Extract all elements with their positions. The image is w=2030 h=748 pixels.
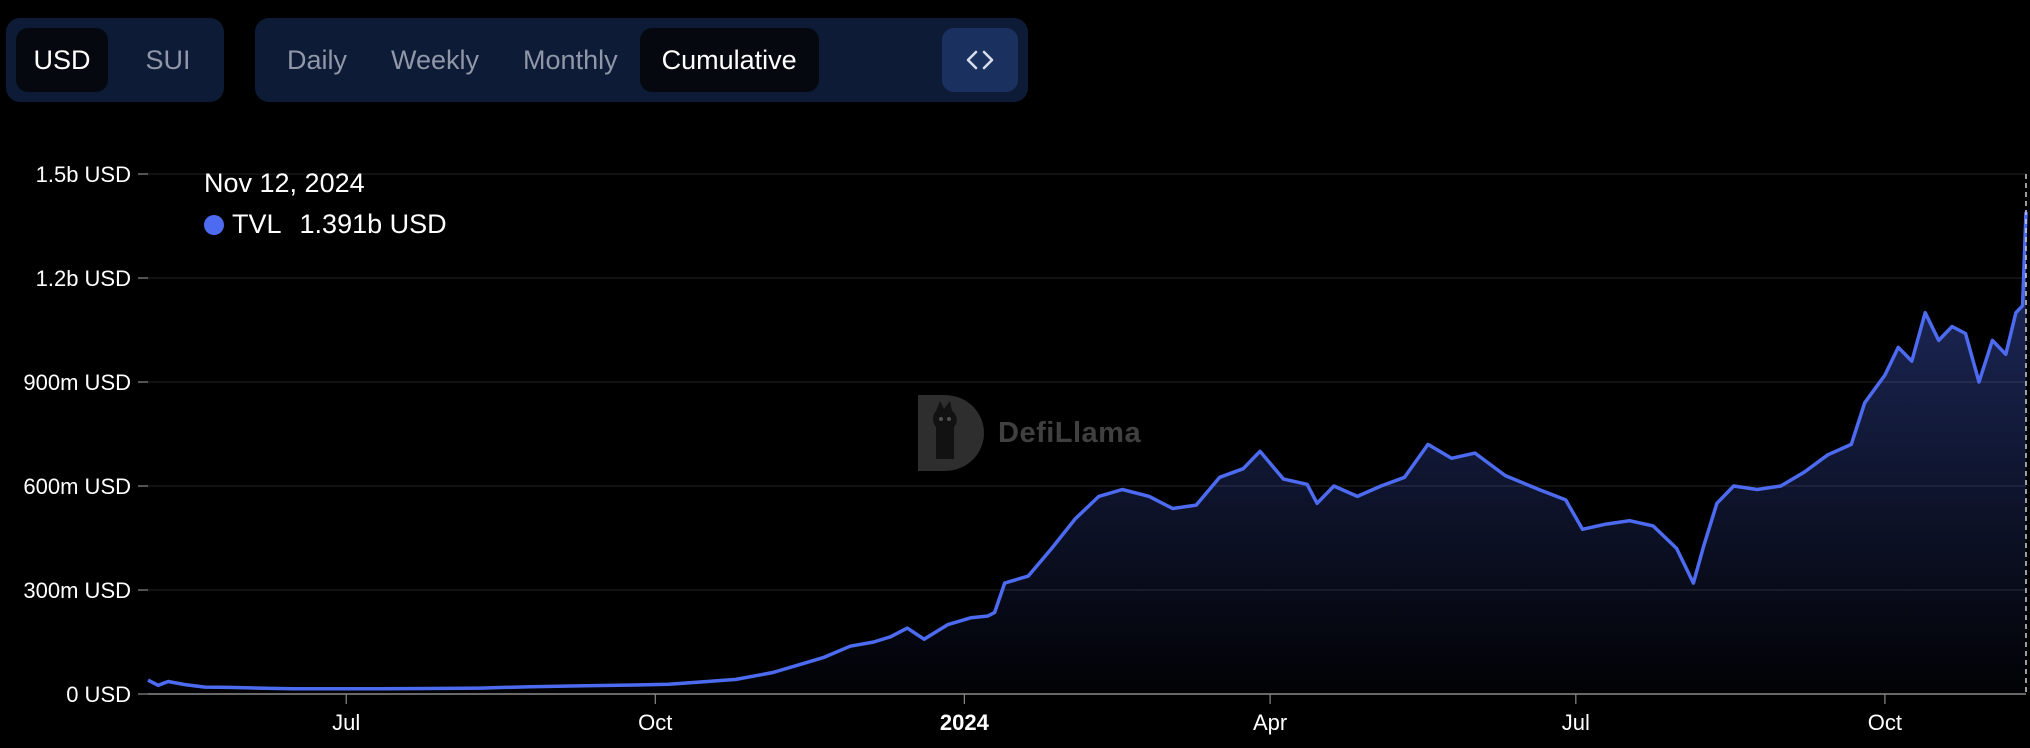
watermark: DefiLlama	[914, 393, 1141, 473]
y-tick-label: 900m USD	[23, 370, 131, 395]
x-tick-label: Jul	[332, 710, 360, 735]
monthly-button[interactable]: Monthly	[523, 44, 618, 75]
series-dot-icon	[204, 214, 224, 235]
tvl-line	[147, 211, 2028, 691]
x-tick-label: Oct	[638, 710, 672, 735]
tooltip-value: 1.391b USD	[299, 209, 447, 239]
x-tick-label: 2024	[940, 710, 990, 735]
x-tick-label: Jul	[1562, 710, 1590, 735]
y-tick-label: 1.5b USD	[36, 162, 131, 187]
currency-usd-button[interactable]: USD	[16, 28, 108, 92]
daily-button[interactable]: Daily	[287, 44, 348, 75]
y-tick-label: 0 USD	[66, 682, 131, 707]
x-tick-label: Apr	[1253, 710, 1287, 735]
tooltip-row: TVL 1.391b USD	[204, 209, 447, 240]
cumulative-button[interactable]: Cumulative	[639, 28, 819, 92]
chart-tooltip: Nov 12, 2024 TVL 1.391b USD	[204, 168, 447, 240]
tooltip-series-name: TVL	[232, 209, 282, 239]
x-tick-label: Oct	[1868, 710, 1902, 735]
currency-toggle: USD SUI	[6, 18, 224, 102]
llama-logo-icon	[918, 395, 984, 471]
currency-sui-button[interactable]: SUI	[145, 44, 191, 75]
watermark-text: DefiLlama	[998, 416, 1142, 449]
y-tick-label: 1.2b USD	[36, 266, 131, 291]
tooltip-date: Nov 12, 2024	[204, 168, 365, 198]
y-tick-label: 600m USD	[23, 474, 131, 499]
weekly-button[interactable]: Weekly	[391, 44, 480, 75]
tvl-area	[148, 211, 2026, 695]
embed-button[interactable]	[942, 28, 1018, 92]
period-toggle: Daily Weekly Monthly Cumulative	[255, 18, 1028, 102]
code-brackets-icon	[966, 50, 994, 70]
y-tick-label: 300m USD	[23, 578, 131, 603]
